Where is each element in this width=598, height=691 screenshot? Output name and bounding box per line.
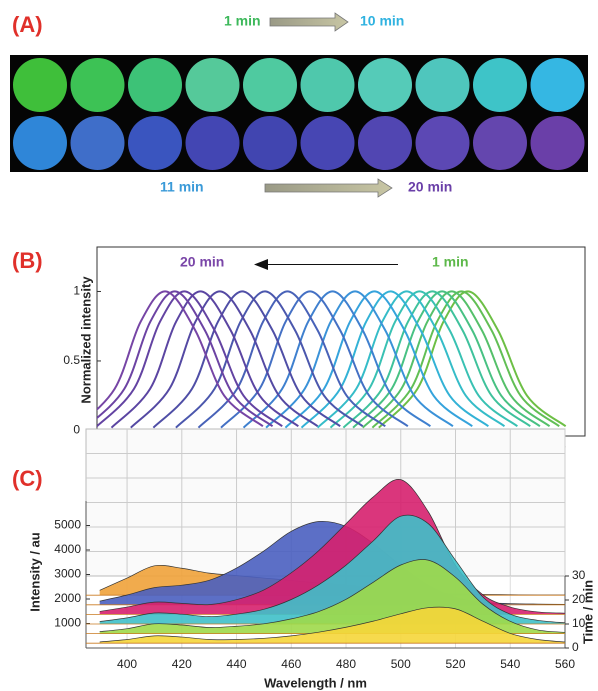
spectrum-line [130,290,319,429]
arrow [254,259,398,270]
well [358,116,412,170]
well [300,58,355,112]
y-tick-label: 0.5 [63,353,80,367]
spectrum-line [97,290,283,428]
z-tick-label: 30 [572,568,586,582]
well [185,116,240,170]
x-tick-label: 480 [336,657,356,671]
annotation: 1 min [224,13,261,29]
panel-label: (C) [12,466,43,491]
spectrum-line [99,606,566,643]
well [300,116,355,170]
spectrum-line [300,290,489,429]
z-tick-label: 20 [572,592,586,606]
spectrum-line [242,290,432,429]
panel-a: (A) 1 min 10 min 11 min 20 min [10,12,588,198]
arrow [264,178,393,198]
surface-fill [99,607,565,644]
well [243,116,297,170]
well [70,116,125,170]
arrow [269,12,349,32]
spectrum-line [99,514,566,624]
panel-c: (C) 400 420 440 460 480 500 520 540 560 1000 2000 30… [12,428,595,690]
spectrum-line [220,290,409,429]
curves [97,290,567,429]
panel-label: (B) [12,248,43,273]
annotation: 20 min [180,254,224,270]
z-axis-label: Time / min [580,580,595,644]
y-tick-label: 2000 [54,591,81,605]
x-tick-label: 560 [555,657,575,671]
well [70,58,125,112]
y-tick-label: 4000 [54,542,81,556]
well [243,58,297,112]
spectrum-line [175,290,364,429]
well [13,116,67,170]
x-axis-label: Wavelength / nm [264,675,367,690]
spectrum-line [197,290,386,429]
spectrum-line [97,290,274,428]
spectrum-line [378,290,567,429]
x-tick-label: 520 [445,657,465,671]
x-tick-label: 460 [281,657,301,671]
well [13,58,67,112]
well [415,58,470,112]
well [473,116,527,170]
y-axis-label: Intensity / au [27,532,42,612]
spectrum-line [152,290,341,429]
spectrum-line [329,290,518,429]
panel-label: (A) [12,12,43,37]
spectrum-line [362,290,551,429]
annotation: 11 min [160,179,204,195]
y-tick-label: 3000 [54,567,81,581]
spectrum-line [284,290,473,429]
x-tick-label: 400 [117,657,137,671]
well [415,116,470,170]
y-tick-label: 1000 [54,616,81,630]
spectrum-line [110,290,299,429]
y-tick-label: 1 [73,284,80,298]
well [128,116,182,170]
well [128,58,182,112]
spectrum-line [99,479,566,614]
well [473,58,527,112]
well [530,116,585,170]
z-tick-label: 10 [572,616,586,630]
annotation: 1 min [432,254,469,270]
well [530,58,585,112]
y-tick-label: 5000 [54,518,81,532]
annotation: 20 min [408,179,452,195]
y-tick-label: 0 [73,423,80,437]
spectrum-line [265,290,454,429]
x-tick-label: 500 [391,657,411,671]
z-tick-label: 0 [572,640,579,654]
spectrum-line [99,559,566,633]
well [358,58,412,112]
spectrum-line [316,290,506,429]
x-tick-label: 440 [227,657,247,671]
spectrum-line [352,290,541,429]
spectrum-line [97,290,264,428]
x-tick-label: 420 [172,657,192,671]
annotation: 10 min [360,13,404,29]
x-tick-label: 540 [500,657,520,671]
y-axis-label: Normalized intensity [78,276,93,404]
well [185,58,240,112]
spectrum-line [342,290,531,429]
